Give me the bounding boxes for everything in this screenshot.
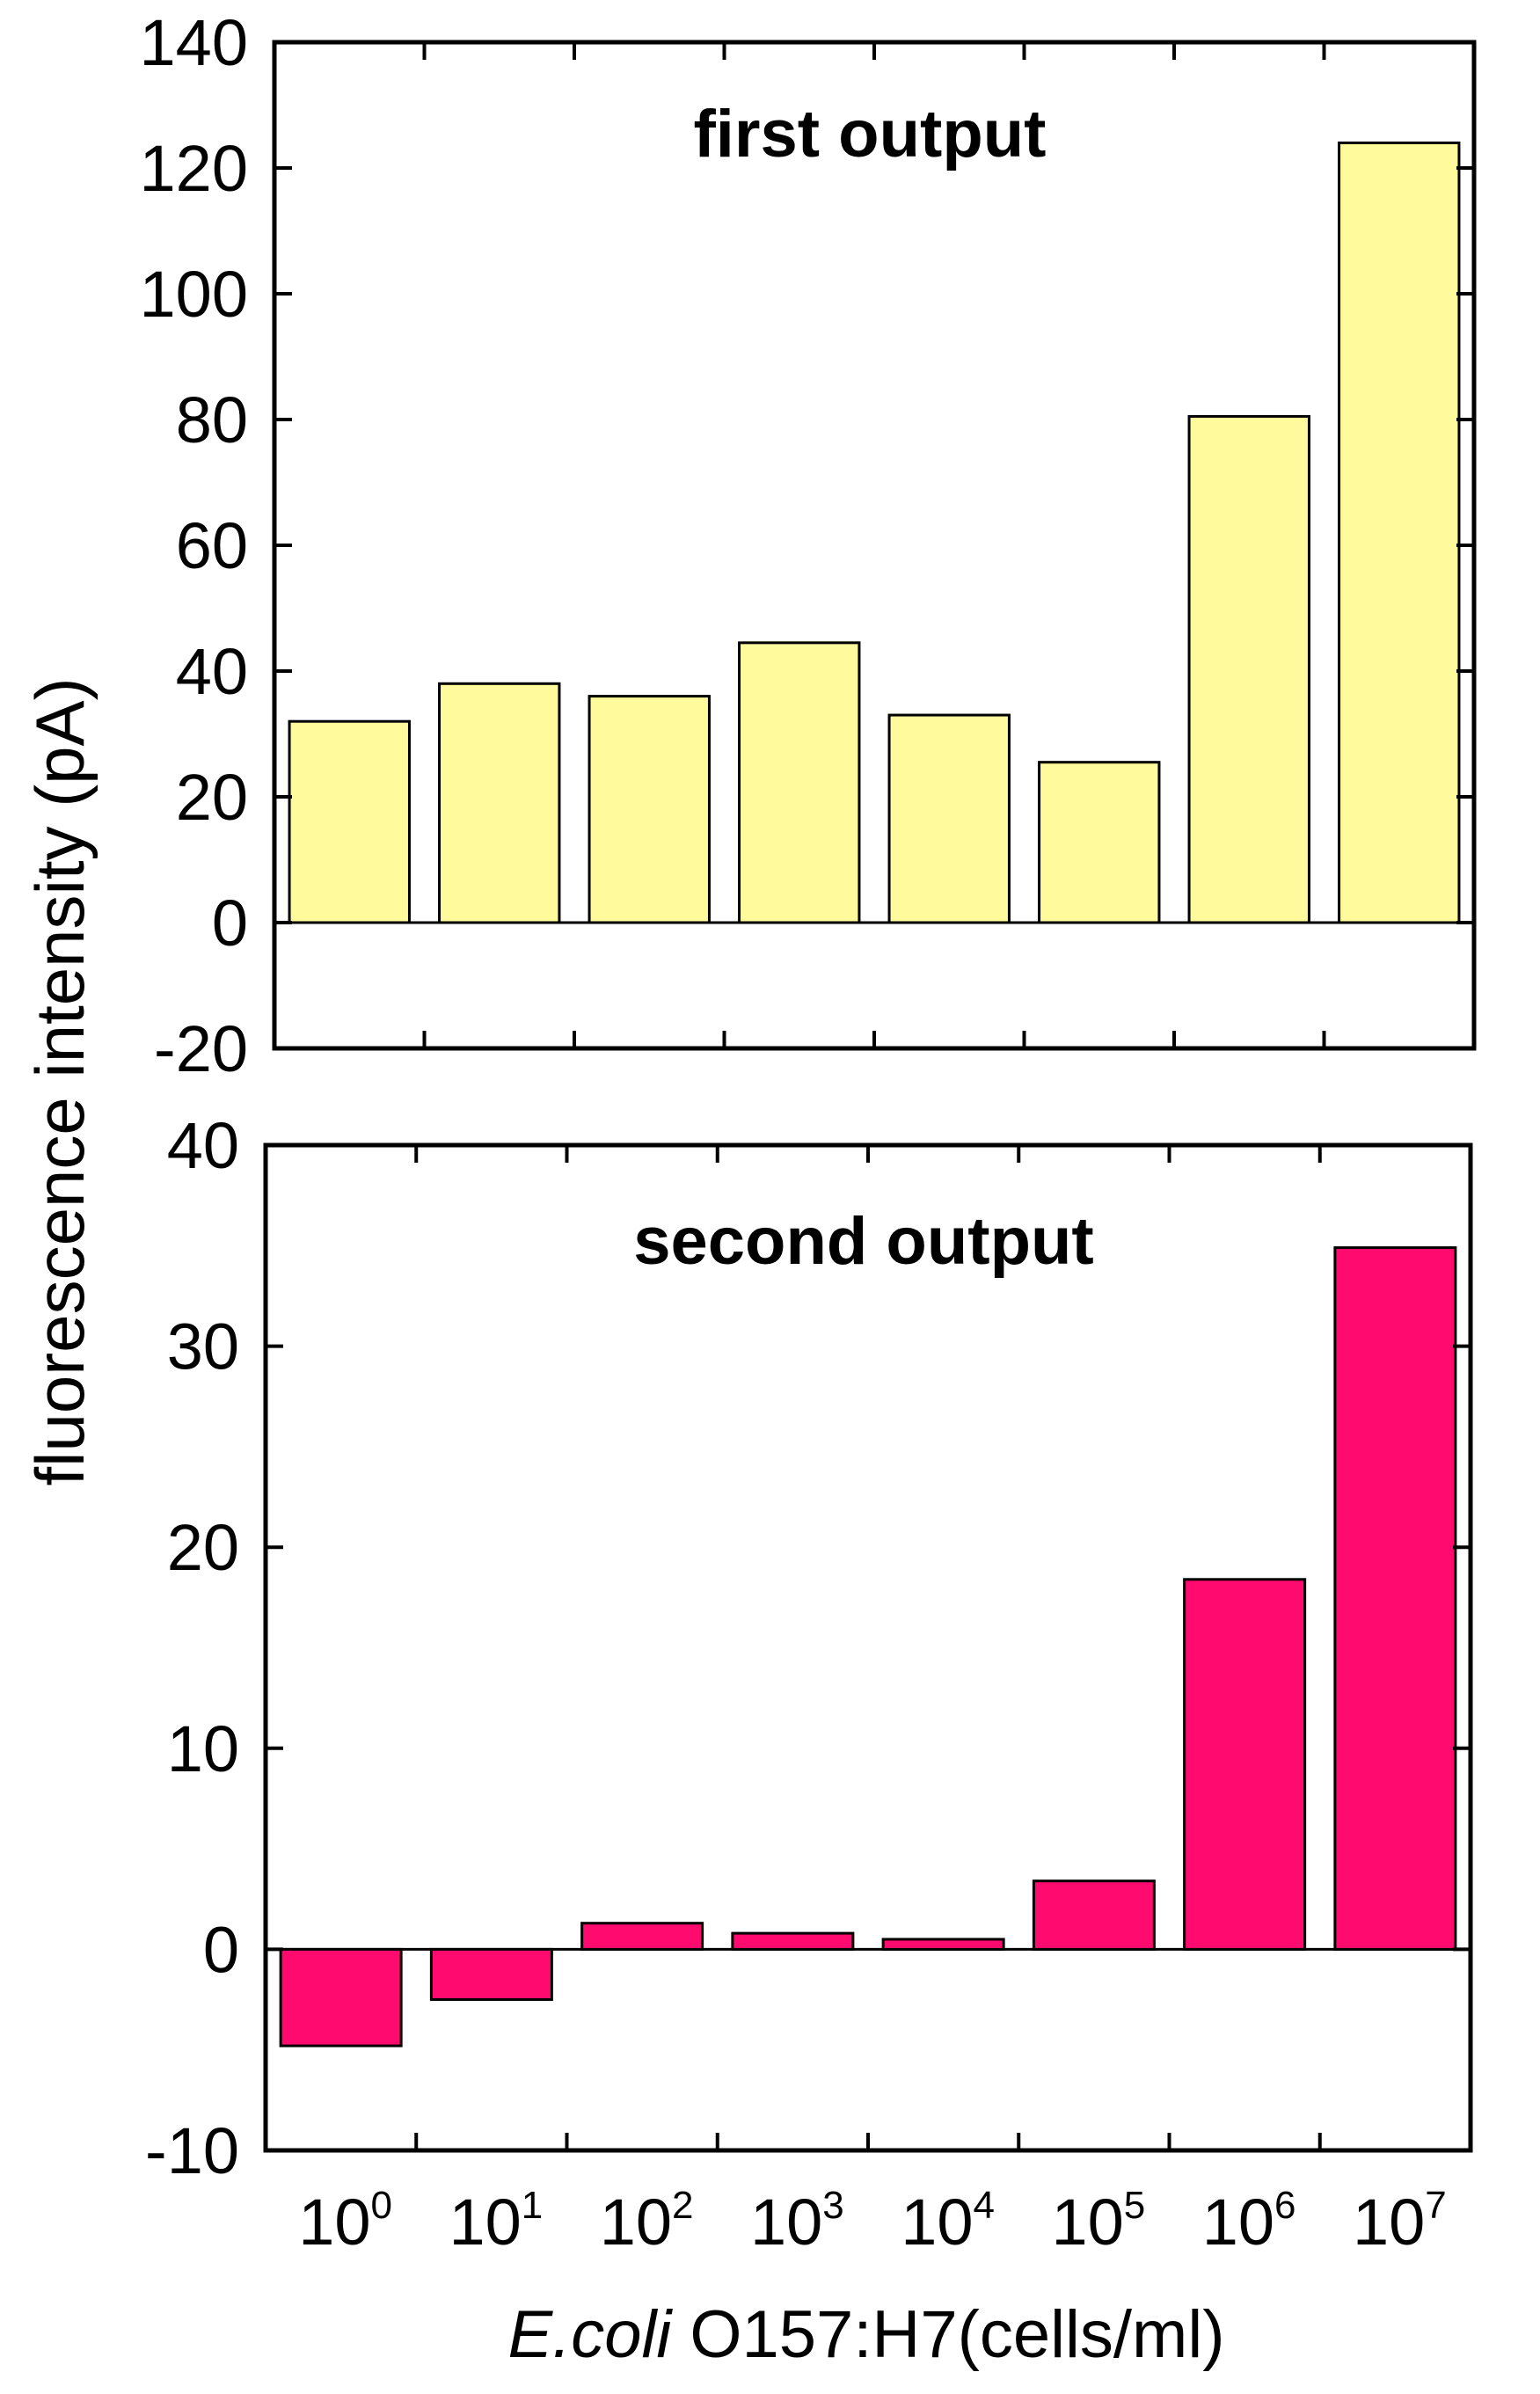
x-tick-label-3: 103 xyxy=(750,2184,844,2259)
first-ytick-label-0: -20 xyxy=(154,1012,248,1085)
first-bar-2 xyxy=(588,695,711,924)
first-bar-4 xyxy=(887,713,1011,924)
second-bar-1 xyxy=(429,1947,553,2002)
first-bar-3 xyxy=(738,641,861,924)
second-bar-2 xyxy=(580,1922,704,1951)
x-tick-exp-6: 6 xyxy=(1274,2184,1295,2227)
first-ytick-label-4: 60 xyxy=(176,509,248,582)
first-bar-5 xyxy=(1038,761,1161,924)
second-bar-6 xyxy=(1183,1578,1307,1951)
x-tick-base-0: 10 xyxy=(298,2186,370,2259)
x-tick-label-0: 100 xyxy=(298,2184,392,2259)
first-output-title: first output xyxy=(693,97,1046,172)
second-output-title: second output xyxy=(633,1204,1094,1279)
x-axis-label-rest: O157:H7(cells/ml) xyxy=(671,2297,1224,2372)
first-ytick-label-7: 120 xyxy=(140,132,248,205)
first-ytick-label-2: 20 xyxy=(176,761,248,834)
x-tick-exp-2: 2 xyxy=(672,2184,693,2227)
y-axis-label: fluorescence intensity (pA) xyxy=(21,677,99,1485)
second-ytick-label-1: 0 xyxy=(203,1913,239,1986)
first-ytick-label-5: 80 xyxy=(176,383,248,456)
x-tick-base-7: 10 xyxy=(1353,2186,1425,2259)
first-bar-7 xyxy=(1338,141,1461,924)
second-bar-4 xyxy=(881,1938,1005,1951)
x-axis-label: E.coli O157:H7(cells/ml) xyxy=(507,2297,1224,2372)
second-bar-5 xyxy=(1032,1879,1156,1951)
x-tick-exp-1: 1 xyxy=(522,2184,543,2227)
second-ytick-label-2: 10 xyxy=(167,1712,239,1785)
first-bar-6 xyxy=(1187,414,1310,924)
first-ytick-label-3: 40 xyxy=(176,635,248,708)
second-ytick-label-3: 20 xyxy=(167,1511,239,1584)
x-tick-exp-7: 7 xyxy=(1425,2184,1446,2227)
x-tick-exp-3: 3 xyxy=(822,2184,843,2227)
x-tick-label-5: 105 xyxy=(1051,2184,1145,2259)
x-tick-base-2: 10 xyxy=(600,2186,672,2259)
x-tick-label-2: 102 xyxy=(600,2184,694,2259)
first-bar-0 xyxy=(288,719,411,924)
second-ytick-label-5: 40 xyxy=(167,1109,239,1182)
x-tick-label-7: 107 xyxy=(1353,2184,1447,2259)
first-ytick-label-1: 0 xyxy=(212,887,248,960)
x-tick-label-4: 104 xyxy=(901,2184,995,2259)
x-tick-exp-4: 4 xyxy=(974,2184,995,2227)
second-output-panel: -10 0 10 20 30 40 second output xyxy=(145,1109,1473,2187)
second-ytick-label-4: 30 xyxy=(167,1310,239,1383)
second-bar-0 xyxy=(279,1947,403,2047)
x-tick-exp-5: 5 xyxy=(1124,2184,1145,2227)
second-bar-7 xyxy=(1333,1246,1457,1951)
x-axis-label-italic: E.coli xyxy=(507,2297,673,2372)
first-ytick-label-6: 100 xyxy=(140,258,248,331)
x-tick-base-1: 10 xyxy=(449,2186,521,2259)
first-bar-1 xyxy=(438,682,561,924)
x-tick-base-6: 10 xyxy=(1202,2186,1274,2259)
x-tick-label-6: 106 xyxy=(1202,2184,1296,2259)
second-bar-3 xyxy=(731,1931,855,1951)
x-tick-base-4: 10 xyxy=(901,2186,973,2259)
x-tick-labels: 100 101 102 103 104 105 106 107 xyxy=(298,2184,1447,2259)
second-ytick-label-0: -10 xyxy=(145,2114,239,2187)
first-ytick-label-8: 140 xyxy=(140,6,248,79)
x-tick-exp-0: 0 xyxy=(371,2184,392,2227)
x-tick-base-3: 10 xyxy=(750,2186,822,2259)
first-output-panel: -20 0 20 40 60 80 100 120 140 first output xyxy=(140,6,1477,1085)
x-tick-label-1: 101 xyxy=(449,2184,543,2259)
x-tick-base-5: 10 xyxy=(1051,2186,1123,2259)
